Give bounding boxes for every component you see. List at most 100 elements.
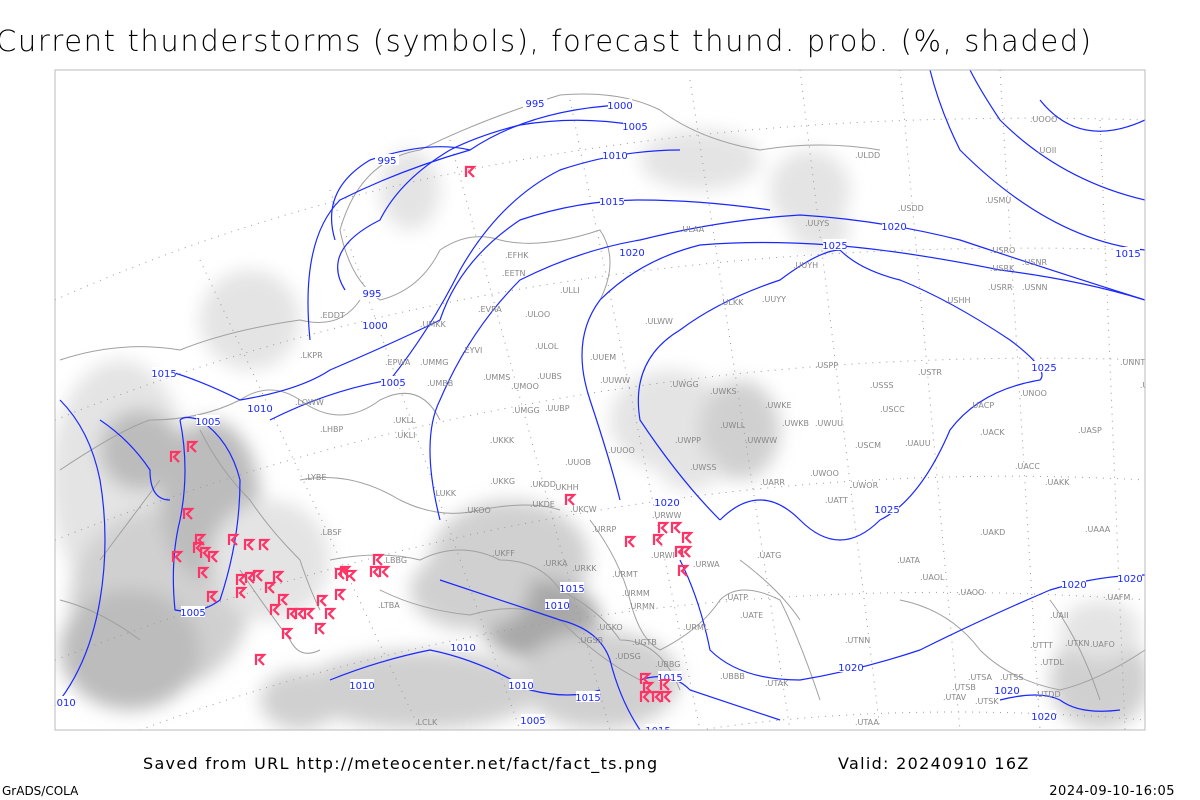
thunderstorm-symbol-icon <box>192 541 205 554</box>
station-label: .UKHH <box>553 483 579 492</box>
isobar-label: 1020 <box>619 248 644 259</box>
isobar-label-bg <box>646 724 670 730</box>
thunderstorm-symbol-icon <box>316 594 329 607</box>
isobar-label: 1005 <box>195 417 220 428</box>
isobar-label: 1015 <box>559 584 584 595</box>
station-label: .UMMS <box>483 373 510 382</box>
isobar-label-bg <box>1032 710 1056 721</box>
thunderstorm-symbol-icon <box>227 533 240 546</box>
isobar-label-bg <box>521 714 545 725</box>
station-label: .UTAA <box>855 718 879 727</box>
thunderstorm-symbol-icon <box>651 690 664 703</box>
isobar-label: 1015 <box>575 693 600 704</box>
isobar-label: 1015 <box>151 369 176 380</box>
isobar-label-bg <box>623 120 647 131</box>
station-label: .UAII <box>1050 611 1069 620</box>
station-label: .UNNT <box>1120 358 1145 367</box>
thunderstorm-symbol-icon <box>639 690 652 703</box>
thunderstorm-symbol-icon <box>681 531 694 544</box>
probability-area <box>100 410 180 490</box>
probability-area <box>210 500 330 620</box>
thunderstorm-symbol-icon <box>197 566 210 579</box>
isobar-label-bg <box>55 696 75 707</box>
station-label: .EETN <box>502 269 526 278</box>
software-credit: GrADS/COLA <box>2 784 79 798</box>
station-label: .UWLL <box>720 421 746 430</box>
isobar-label: 1010 <box>50 698 75 709</box>
station-label: .UAFM <box>1105 593 1130 602</box>
isobar-label: 1025 <box>874 505 899 516</box>
station-label: .UWUU <box>815 419 843 428</box>
station-label: .LHBP <box>320 425 344 434</box>
isobar-label-bg <box>381 376 405 387</box>
map-border <box>54 69 1146 731</box>
isobar-label-bg <box>360 287 384 298</box>
isobar-label: 995 <box>377 156 396 167</box>
thunderstorm-symbol-icon <box>378 565 391 578</box>
probability-area <box>60 590 200 710</box>
isobar-label: 1025 <box>822 241 847 252</box>
isobar-label-bg <box>600 195 624 206</box>
thunderstorm-symbol-icon <box>670 521 683 534</box>
thunderstorm-symbol-icon <box>258 538 271 551</box>
station-label: .UWOO <box>810 469 839 478</box>
station-label: .UUYS <box>805 219 829 228</box>
isobar-label: 1015 <box>599 197 624 208</box>
thunderstorm-symbol-icon <box>345 569 358 582</box>
isobar-label-bg <box>1032 361 1056 372</box>
station-label: .UKDD <box>530 480 556 489</box>
station-label: .LUKK <box>433 489 457 498</box>
isobar-label: 1020 <box>1117 574 1142 585</box>
isobar-label-bg <box>882 220 906 231</box>
station-label: .UATG <box>757 551 781 560</box>
station-label: .URMM <box>622 589 650 598</box>
thunderstorm-symbol-icon <box>206 590 219 603</box>
thunderstorm-symbol-icon <box>660 690 673 703</box>
station-label: .UATE <box>740 611 763 620</box>
station-label: .UACK <box>980 428 1005 437</box>
station-label: .UAUU <box>905 439 931 448</box>
station-label: .USSS <box>870 381 894 390</box>
station-label: .UMOO <box>511 382 539 391</box>
thunderstorm-symbol-icon <box>264 581 277 594</box>
station-label: .LCLK <box>415 718 438 727</box>
station-label: .UAKK <box>1045 478 1070 487</box>
station-label: .USCM <box>855 441 881 450</box>
station-label: .USNR <box>1022 258 1047 267</box>
station-label: .ULOL <box>535 342 559 351</box>
isobar-label-bg <box>375 154 399 165</box>
thunderstorm-symbol-icon <box>303 607 316 620</box>
source-url-text: Saved from URL http://meteocenter.net/fa… <box>143 754 659 773</box>
station-label: .UTAK <box>765 679 789 688</box>
isobar-label-bg <box>1116 247 1140 258</box>
station-label: .UTAV <box>943 693 967 702</box>
isobar-label: 995 <box>525 99 544 110</box>
station-label: .USMU <box>985 196 1011 205</box>
isobar-label-bg <box>523 97 547 108</box>
thunderstorm-symbol-icon <box>169 450 182 463</box>
thunderstorm-symbols <box>169 165 694 703</box>
isobar-label-bg <box>995 684 1019 695</box>
station-label: .UGSB <box>578 636 603 645</box>
station-label: .UASP <box>1078 426 1102 435</box>
station-label: .UKKG <box>490 477 515 486</box>
isobar-label-bg <box>451 641 475 652</box>
station-label: .URKK <box>572 564 597 573</box>
isobar-label-bg <box>875 503 899 514</box>
station-label: .URML <box>683 623 709 632</box>
station-label: .UKLL <box>393 416 416 425</box>
isobar-label: 1000 <box>362 321 387 332</box>
thunderstorm-symbol-icon <box>334 588 347 601</box>
station-label: .UARR <box>760 478 785 487</box>
station-label: .UMKK <box>420 320 447 329</box>
station-label: .USHH <box>945 296 971 305</box>
station-label: .UBBB <box>720 672 745 681</box>
thunderstorm-symbol-icon <box>272 570 285 583</box>
station-label: .LYBE <box>305 473 326 482</box>
station-label: .EVRA <box>478 305 502 314</box>
station-label: .UNBB <box>1140 381 1165 390</box>
station-label: .UATP <box>725 593 748 602</box>
station-label: .UNOO <box>1020 389 1047 398</box>
isobar-label: 1010 <box>544 601 569 612</box>
